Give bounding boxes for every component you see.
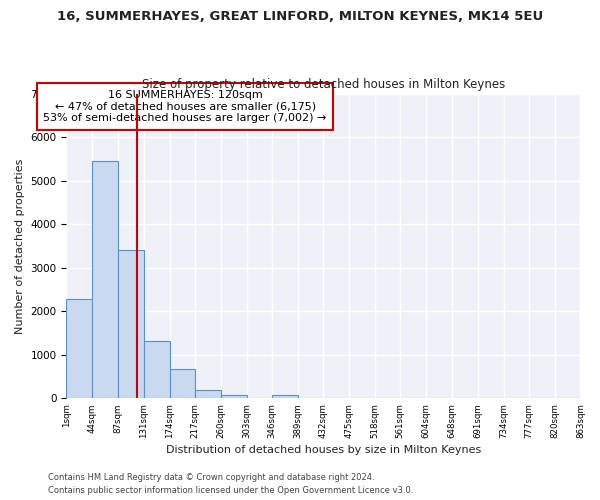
- Title: Size of property relative to detached houses in Milton Keynes: Size of property relative to detached ho…: [142, 78, 505, 91]
- Bar: [144, 341, 170, 398]
- Bar: [221, 395, 247, 398]
- Text: 16, SUMMERHAYES, GREAT LINFORD, MILTON KEYNES, MK14 5EU: 16, SUMMERHAYES, GREAT LINFORD, MILTON K…: [57, 10, 543, 23]
- Bar: [92, 161, 118, 398]
- Bar: [67, 299, 92, 398]
- X-axis label: Distribution of detached houses by size in Milton Keynes: Distribution of detached houses by size …: [166, 445, 481, 455]
- Bar: [118, 250, 144, 398]
- Bar: [195, 390, 221, 398]
- Text: Contains HM Land Registry data © Crown copyright and database right 2024.
Contai: Contains HM Land Registry data © Crown c…: [48, 474, 413, 495]
- Bar: [272, 395, 298, 398]
- Text: 16 SUMMERHAYES: 120sqm
← 47% of detached houses are smaller (6,175)
53% of semi-: 16 SUMMERHAYES: 120sqm ← 47% of detached…: [43, 90, 327, 123]
- Bar: [170, 368, 195, 398]
- Y-axis label: Number of detached properties: Number of detached properties: [15, 158, 25, 334]
